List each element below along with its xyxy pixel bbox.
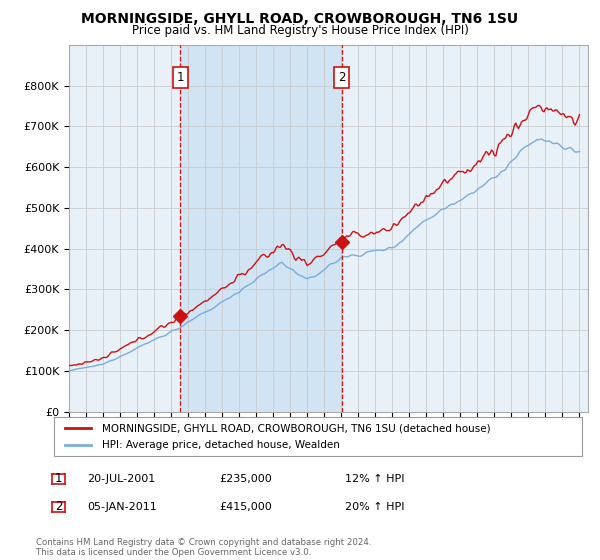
Text: Price paid vs. HM Land Registry's House Price Index (HPI): Price paid vs. HM Land Registry's House …	[131, 24, 469, 36]
Text: 1: 1	[177, 71, 184, 84]
Text: 05-JAN-2011: 05-JAN-2011	[87, 502, 157, 512]
Text: £415,000: £415,000	[219, 502, 272, 512]
Text: 1: 1	[55, 472, 62, 486]
Text: 20-JUL-2001: 20-JUL-2001	[87, 474, 155, 484]
Bar	[181, 45, 341, 412]
Text: MORNINGSIDE, GHYLL ROAD, CROWBOROUGH, TN6 1SU: MORNINGSIDE, GHYLL ROAD, CROWBOROUGH, TN…	[82, 12, 518, 26]
Text: £235,000: £235,000	[219, 474, 272, 484]
Text: 2: 2	[55, 500, 62, 514]
Text: HPI: Average price, detached house, Wealden: HPI: Average price, detached house, Weal…	[101, 440, 340, 450]
Text: 20% ↑ HPI: 20% ↑ HPI	[345, 502, 404, 512]
Text: MORNINGSIDE, GHYLL ROAD, CROWBOROUGH, TN6 1SU (detached house): MORNINGSIDE, GHYLL ROAD, CROWBOROUGH, TN…	[101, 423, 490, 433]
Text: Contains HM Land Registry data © Crown copyright and database right 2024.
This d: Contains HM Land Registry data © Crown c…	[36, 538, 371, 557]
Text: 12% ↑ HPI: 12% ↑ HPI	[345, 474, 404, 484]
Text: 2: 2	[338, 71, 346, 84]
